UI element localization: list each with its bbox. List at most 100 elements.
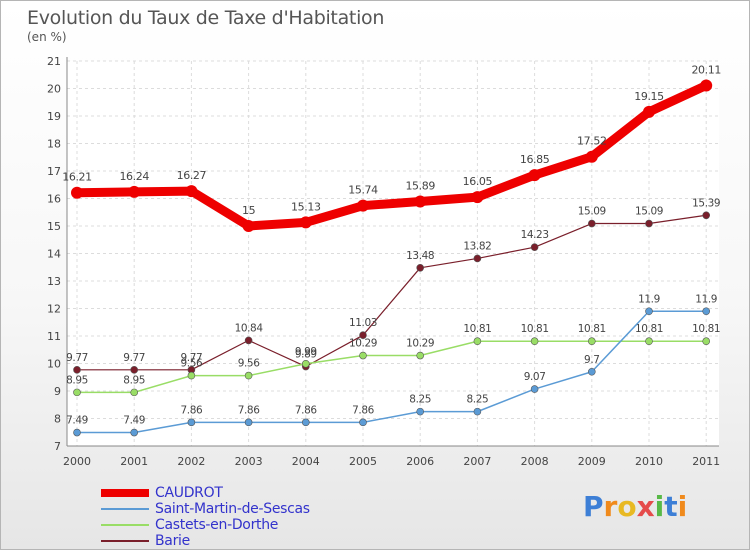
data-label: 19.15 [634, 90, 664, 103]
data-label: 15.89 [405, 180, 435, 193]
series-line [72, 80, 711, 231]
legend-item: Castets-en-Dorthe [101, 517, 401, 533]
data-label: 7.49 [66, 415, 88, 427]
data-point [128, 185, 141, 198]
y-tick-label: 14 [47, 248, 61, 261]
data-label: 10.81 [463, 323, 491, 335]
x-tick-label: 2000 [63, 455, 91, 468]
data-label: 9.7 [584, 354, 600, 366]
data-point [414, 195, 427, 208]
data-label: 10.29 [406, 338, 434, 350]
chart-title: Evolution du Taux de Taxe d'Habitation [27, 7, 385, 29]
legend-item: Barie [101, 533, 401, 549]
series-saint-martin-de-sescas: 7.49 7.49 7.86 7.86 7.86 7.86 8.25 8.25 9.07 9.7 1… [66, 293, 717, 437]
proxiti-logo-graphic: Proxiti [583, 490, 687, 523]
data-point [473, 254, 482, 263]
data-label: 16.27 [177, 169, 207, 182]
x-tick-label: 2002 [177, 455, 205, 468]
series-line [76, 340, 707, 394]
data-point [702, 211, 711, 220]
data-point [585, 150, 598, 163]
data-point [528, 169, 541, 182]
data-point [357, 199, 369, 212]
data-point [244, 418, 253, 427]
y-tick-label: 9 [54, 385, 61, 398]
y-tick-label: 8 [54, 413, 61, 426]
data-point [130, 366, 138, 374]
y-tick-label: 15 [47, 220, 61, 233]
data-label: 9.07 [524, 371, 546, 383]
data-point [130, 388, 138, 397]
data-point [416, 263, 425, 272]
series-line [76, 214, 707, 371]
legend-item: CAUDROT [101, 485, 401, 501]
data-label: 7.49 [123, 415, 145, 427]
data-label: 10.81 [578, 323, 606, 335]
data-label: 17.52 [577, 135, 607, 148]
data-point [702, 337, 711, 346]
x-tick-label: 2001 [120, 455, 148, 468]
data-label: 9.77 [181, 352, 203, 364]
data-label: 10.29 [349, 338, 377, 350]
data-point [473, 337, 482, 346]
data-label: 7.86 [181, 404, 203, 416]
series-barie: 9.77 9.77 9.77 10.84 9.89 11.03 13.48 13.82 14.2… [66, 197, 721, 374]
y-tick-label: 20 [47, 83, 61, 96]
data-point [130, 428, 138, 437]
legend-swatch [101, 508, 149, 510]
data-label: 15.09 [578, 206, 606, 218]
data-point [645, 307, 653, 316]
data-point [299, 216, 312, 229]
data-label: 15 [242, 204, 256, 217]
data-label: 14.23 [521, 229, 549, 241]
data-point [301, 359, 310, 368]
data-label: 9.77 [66, 352, 88, 364]
data-point [416, 351, 425, 360]
data-label: 10.84 [235, 322, 264, 334]
data-point [473, 407, 482, 416]
data-label: 9.99 [295, 346, 317, 358]
data-label: 10.81 [521, 323, 549, 335]
data-label: 9.77 [123, 352, 145, 364]
x-tick-label: 2006 [406, 455, 434, 468]
y-tick-label: 18 [47, 138, 61, 151]
legend-swatch [101, 524, 149, 526]
x-tick-label: 2009 [578, 455, 606, 468]
data-label: 11.9 [695, 293, 717, 305]
y-tick-label: 16 [47, 193, 61, 206]
data-label: 9.89 [295, 349, 317, 361]
legend-item: Saint-Martin-de-Sescas [101, 501, 401, 517]
data-point [587, 367, 596, 376]
y-tick-label: 13 [47, 275, 61, 288]
data-point [700, 79, 713, 92]
data-label: 10.81 [635, 323, 663, 335]
y-tick-label: 11 [47, 330, 61, 343]
y-tick-label: 7 [54, 440, 61, 453]
y-tick-label: 19 [47, 110, 61, 123]
data-label: 7.86 [238, 404, 260, 416]
data-point [187, 371, 196, 380]
legend-swatch [101, 489, 149, 497]
series-caudrot: 16.21 16.24 16.27 15 15.13 15.74 15.89 16.05 16.… [62, 63, 721, 232]
x-tick-label: 2003 [235, 455, 263, 468]
data-label: 10.81 [692, 323, 720, 335]
x-tick-label: 2011 [692, 455, 720, 468]
y-tick-label: 17 [47, 165, 61, 178]
data-label: 11.03 [349, 317, 377, 329]
data-point [645, 337, 653, 346]
data-label: 16.85 [520, 153, 550, 166]
data-point [471, 191, 484, 204]
data-point [185, 185, 198, 198]
data-point [244, 336, 253, 345]
x-tick-label: 2004 [292, 455, 320, 468]
data-label: 15.39 [692, 197, 720, 209]
legend-label: Saint-Martin-de-Sescas [155, 501, 310, 517]
data-point [187, 418, 196, 427]
proxiti-logo: Proxiti [581, 487, 691, 527]
x-tick-label: 2010 [635, 455, 663, 468]
data-point [359, 331, 367, 339]
data-label: 15.09 [635, 206, 663, 218]
legend-label: Castets-en-Dorthe [155, 517, 279, 533]
data-point [244, 371, 253, 380]
data-point [73, 388, 81, 397]
